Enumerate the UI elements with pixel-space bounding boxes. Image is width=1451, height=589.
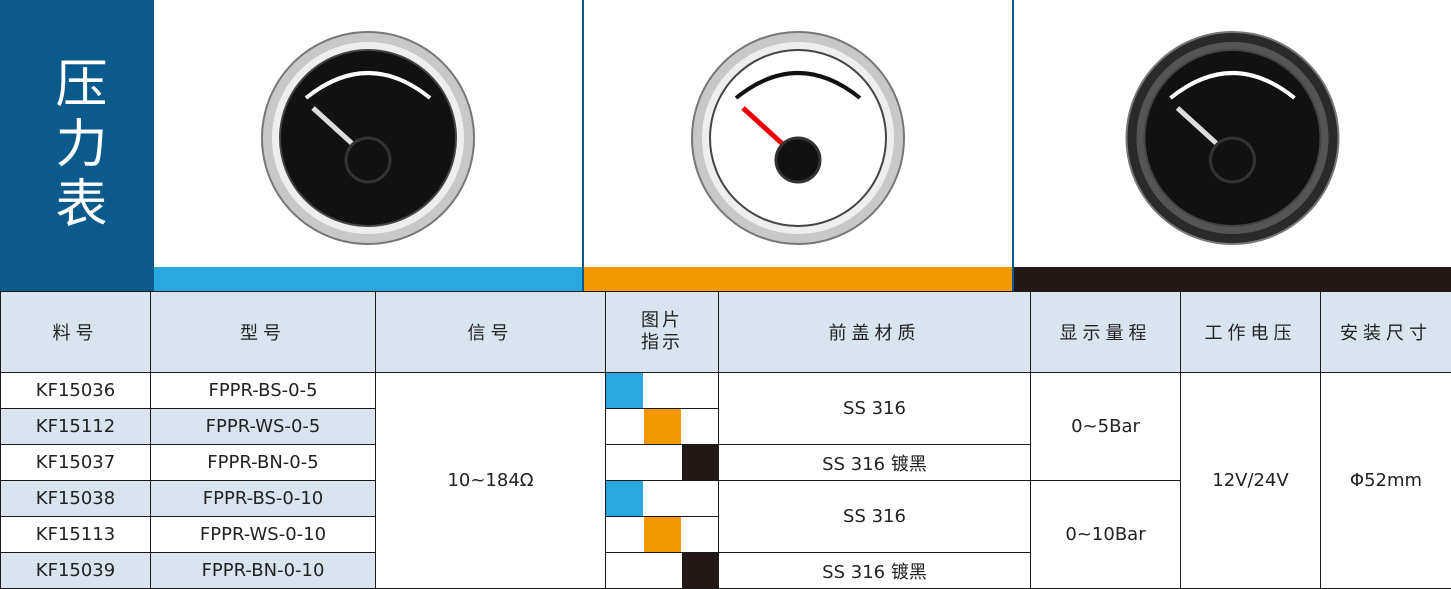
part-no: KF15113 bbox=[1, 517, 151, 553]
indicator-block bbox=[644, 409, 681, 444]
indicator bbox=[606, 445, 719, 481]
part-no: KF15036 bbox=[1, 373, 151, 409]
col-header: 信号 bbox=[376, 292, 606, 373]
voltage: 12V/24V bbox=[1181, 373, 1321, 589]
hub bbox=[776, 138, 820, 182]
indicator-block bbox=[682, 553, 719, 588]
col-header: 图片指示 bbox=[606, 292, 719, 373]
gauge-picture bbox=[582, 0, 1012, 291]
cover: SS 316 bbox=[719, 481, 1031, 553]
banner: 压力表 bbox=[0, 0, 1451, 291]
model: FPPR-BS-0-5 bbox=[151, 373, 376, 409]
col-header: 型号 bbox=[151, 292, 376, 373]
indicator bbox=[606, 517, 719, 553]
hub bbox=[346, 138, 390, 182]
part-no: KF15112 bbox=[1, 409, 151, 445]
part-no: KF15038 bbox=[1, 481, 151, 517]
hub bbox=[1211, 138, 1255, 182]
gauge bbox=[584, 0, 1012, 267]
model: FPPR-WS-0-5 bbox=[151, 409, 376, 445]
indicator bbox=[606, 409, 719, 445]
model: FPPR-BS-0-10 bbox=[151, 481, 376, 517]
size: Φ52mm bbox=[1321, 373, 1451, 589]
model: FPPR-BN-0-10 bbox=[151, 553, 376, 589]
col-header: 显示量程 bbox=[1031, 292, 1181, 373]
gauge-picture bbox=[152, 0, 582, 291]
col-header: 安装尺寸 bbox=[1321, 292, 1451, 373]
title: 压力表 bbox=[0, 0, 152, 291]
indicator bbox=[606, 481, 719, 517]
color-strip bbox=[1014, 267, 1451, 291]
indicator-block bbox=[606, 481, 643, 516]
col-header: 前盖材质 bbox=[719, 292, 1031, 373]
col-header: 料号 bbox=[1, 292, 151, 373]
gauge bbox=[154, 0, 582, 267]
indicator-block bbox=[606, 373, 643, 408]
signal: 10~184Ω bbox=[376, 373, 606, 589]
model: FPPR-WS-0-10 bbox=[151, 517, 376, 553]
color-strip bbox=[154, 267, 582, 291]
indicator bbox=[606, 373, 719, 409]
spec-table: 料号 型号 信号 图片指示 前盖材质 显示量程 工作电压 安装尺寸 KF1503… bbox=[0, 291, 1451, 589]
range: 0~5Bar bbox=[1031, 373, 1181, 481]
cover: SS 316 镀黑 bbox=[719, 445, 1031, 481]
model: FPPR-BN-0-5 bbox=[151, 445, 376, 481]
col-header-text: 图片指示 bbox=[640, 310, 684, 354]
cover: SS 316 bbox=[719, 373, 1031, 445]
col-header: 工作电压 bbox=[1181, 292, 1321, 373]
indicator-block bbox=[644, 517, 681, 552]
gauge bbox=[1014, 0, 1451, 267]
indicator bbox=[606, 553, 719, 589]
gauge-picture bbox=[1012, 0, 1451, 291]
indicator-block bbox=[682, 445, 719, 480]
cover: SS 316 镀黑 bbox=[719, 553, 1031, 589]
color-strip bbox=[584, 267, 1012, 291]
range: 0~10Bar bbox=[1031, 481, 1181, 589]
part-no: KF15037 bbox=[1, 445, 151, 481]
part-no: KF15039 bbox=[1, 553, 151, 589]
